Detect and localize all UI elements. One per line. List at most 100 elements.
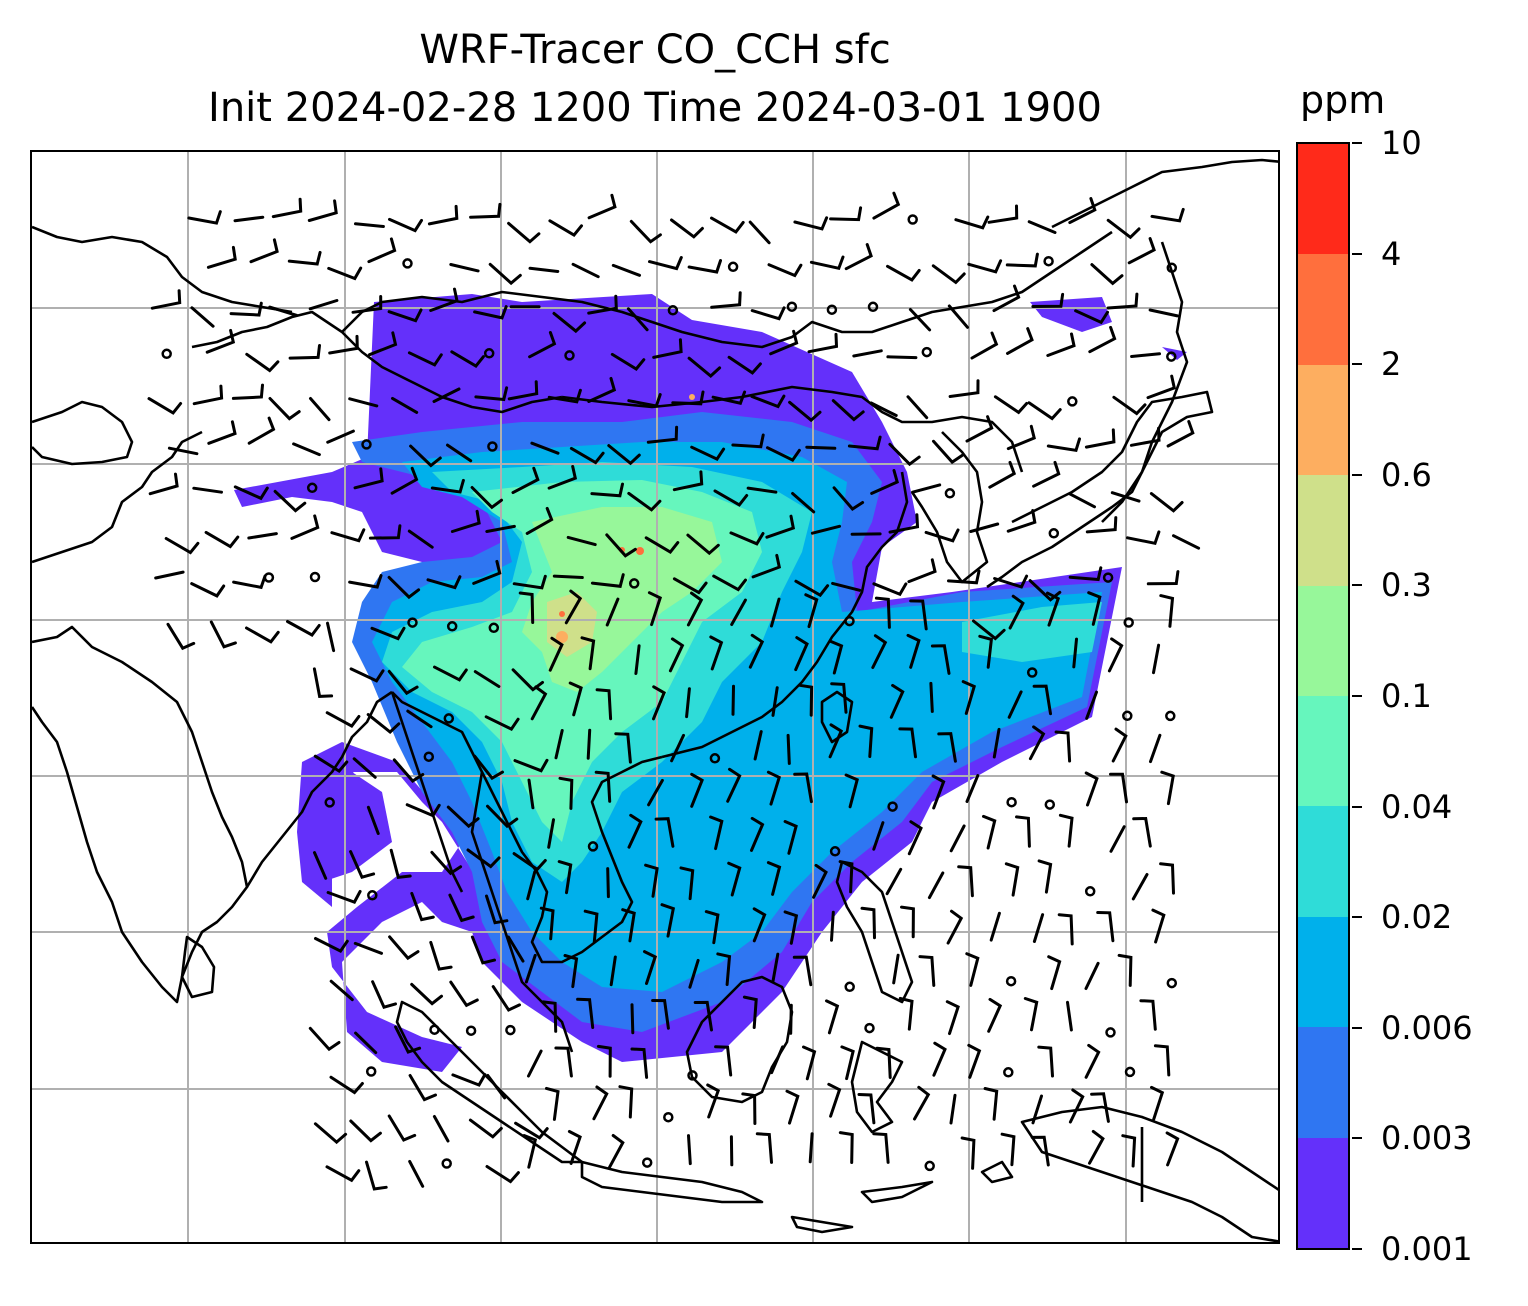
wind-barb [405,803,441,818]
wind-barb [526,870,537,901]
wind-barb [525,506,554,535]
wind-barb [706,1083,721,1119]
wind-barb [949,1093,957,1125]
wind-barb [937,732,957,763]
wind-barb [869,401,898,417]
wind-barb [746,486,778,494]
wind-barb [872,191,901,220]
wind-barb [576,997,595,1029]
hotspot [636,547,644,555]
calm-wind-marker [944,488,956,499]
wind-barb [313,1122,348,1145]
wind-barb [1159,862,1175,895]
colorbar-tick-label: 0.001 [1381,1230,1473,1268]
calm-wind-marker [1122,710,1133,722]
wind-barb [931,774,946,810]
calm-wind-marker [161,348,172,360]
calm-wind-marker [423,751,435,762]
colorbar-tick-label: 0.003 [1381,1119,1473,1158]
colorbar-tick [1352,695,1362,697]
wind-barb [164,537,200,555]
wind-barb [827,1082,842,1118]
hotspot [556,631,568,643]
wind-barb [326,429,355,444]
colorbar-tick-label: 0.02 [1381,898,1453,937]
wind-barb [945,1000,960,1036]
wind-barb [353,467,384,490]
wind-barb [271,197,303,219]
wind-barb [1084,961,1100,990]
wind-barb [1068,566,1103,582]
calm-wind-marker [1067,396,1078,407]
wind-barb [970,331,999,360]
wind-barb [205,328,236,354]
wind-barb [646,425,679,444]
wind-barb [469,202,502,219]
wind-barb [766,861,782,896]
wind-barb [713,489,749,507]
wind-barb [313,851,328,880]
wind-barb [844,773,859,809]
wind-barb [709,815,724,851]
wind-barb [830,682,848,714]
wind-barb [1153,1044,1171,1077]
wind-barb [154,570,185,580]
map-canvas [32,152,1278,1242]
wind-barb [348,574,383,589]
calm-wind-marker [907,214,918,225]
wind-barb [371,980,397,1010]
coastline-timor [860,1180,934,1204]
calm-wind-marker [887,801,898,812]
wind-barb [847,435,882,451]
wind-barb [911,483,942,494]
wind-barb [771,952,780,984]
calm-wind-marker [367,890,378,901]
wind-barb [644,863,659,898]
wind-barb [793,772,813,804]
wind-barb [1084,771,1099,807]
wind-barb [563,954,579,989]
coastline-myanmar [390,691,464,893]
wind-barb [704,910,720,945]
wind-barb [206,245,237,269]
colorbar-tick-label: 0.3 [1381,566,1432,605]
wind-barb [608,1134,625,1169]
wind-barb [606,867,610,899]
wind-barb [326,621,336,653]
wind-barb [329,1075,364,1095]
wind-barb [448,893,475,923]
calm-wind-marker [1005,975,1017,987]
wind-barb [727,861,742,897]
wind-barb [709,635,724,671]
wind-barb [1088,1129,1105,1165]
wind-barb [1007,690,1023,719]
wind-barb [507,221,541,244]
wind-barb [587,193,617,220]
wind-barb [988,460,1017,489]
coastline-small-islands [980,1160,1014,1184]
wind-barb [430,478,465,494]
border-mongolia [561,385,1024,473]
wind-barb [989,911,1001,942]
wind-barb [308,1026,341,1052]
wind-barb [410,982,443,1006]
calm-wind-marker [441,1158,452,1169]
wind-barb [587,376,617,403]
wind-barb [828,639,844,675]
wind-barb [858,724,874,758]
calm-wind-marker [263,572,275,583]
wind-barb [486,804,519,829]
wind-barb [798,683,814,717]
calm-wind-marker [365,1066,377,1077]
wind-barb [512,574,547,590]
colorbar-tick-label: 10 [1381,124,1422,162]
wind-barb [957,865,974,898]
wind-barb [670,733,685,763]
hotspot [559,611,565,617]
wind-barb [1005,252,1039,268]
wind-barb [408,1074,437,1102]
wind-barb [470,486,503,510]
wind-barb [488,262,522,286]
wind-barb [783,820,798,855]
calm-wind-marker [709,753,721,764]
